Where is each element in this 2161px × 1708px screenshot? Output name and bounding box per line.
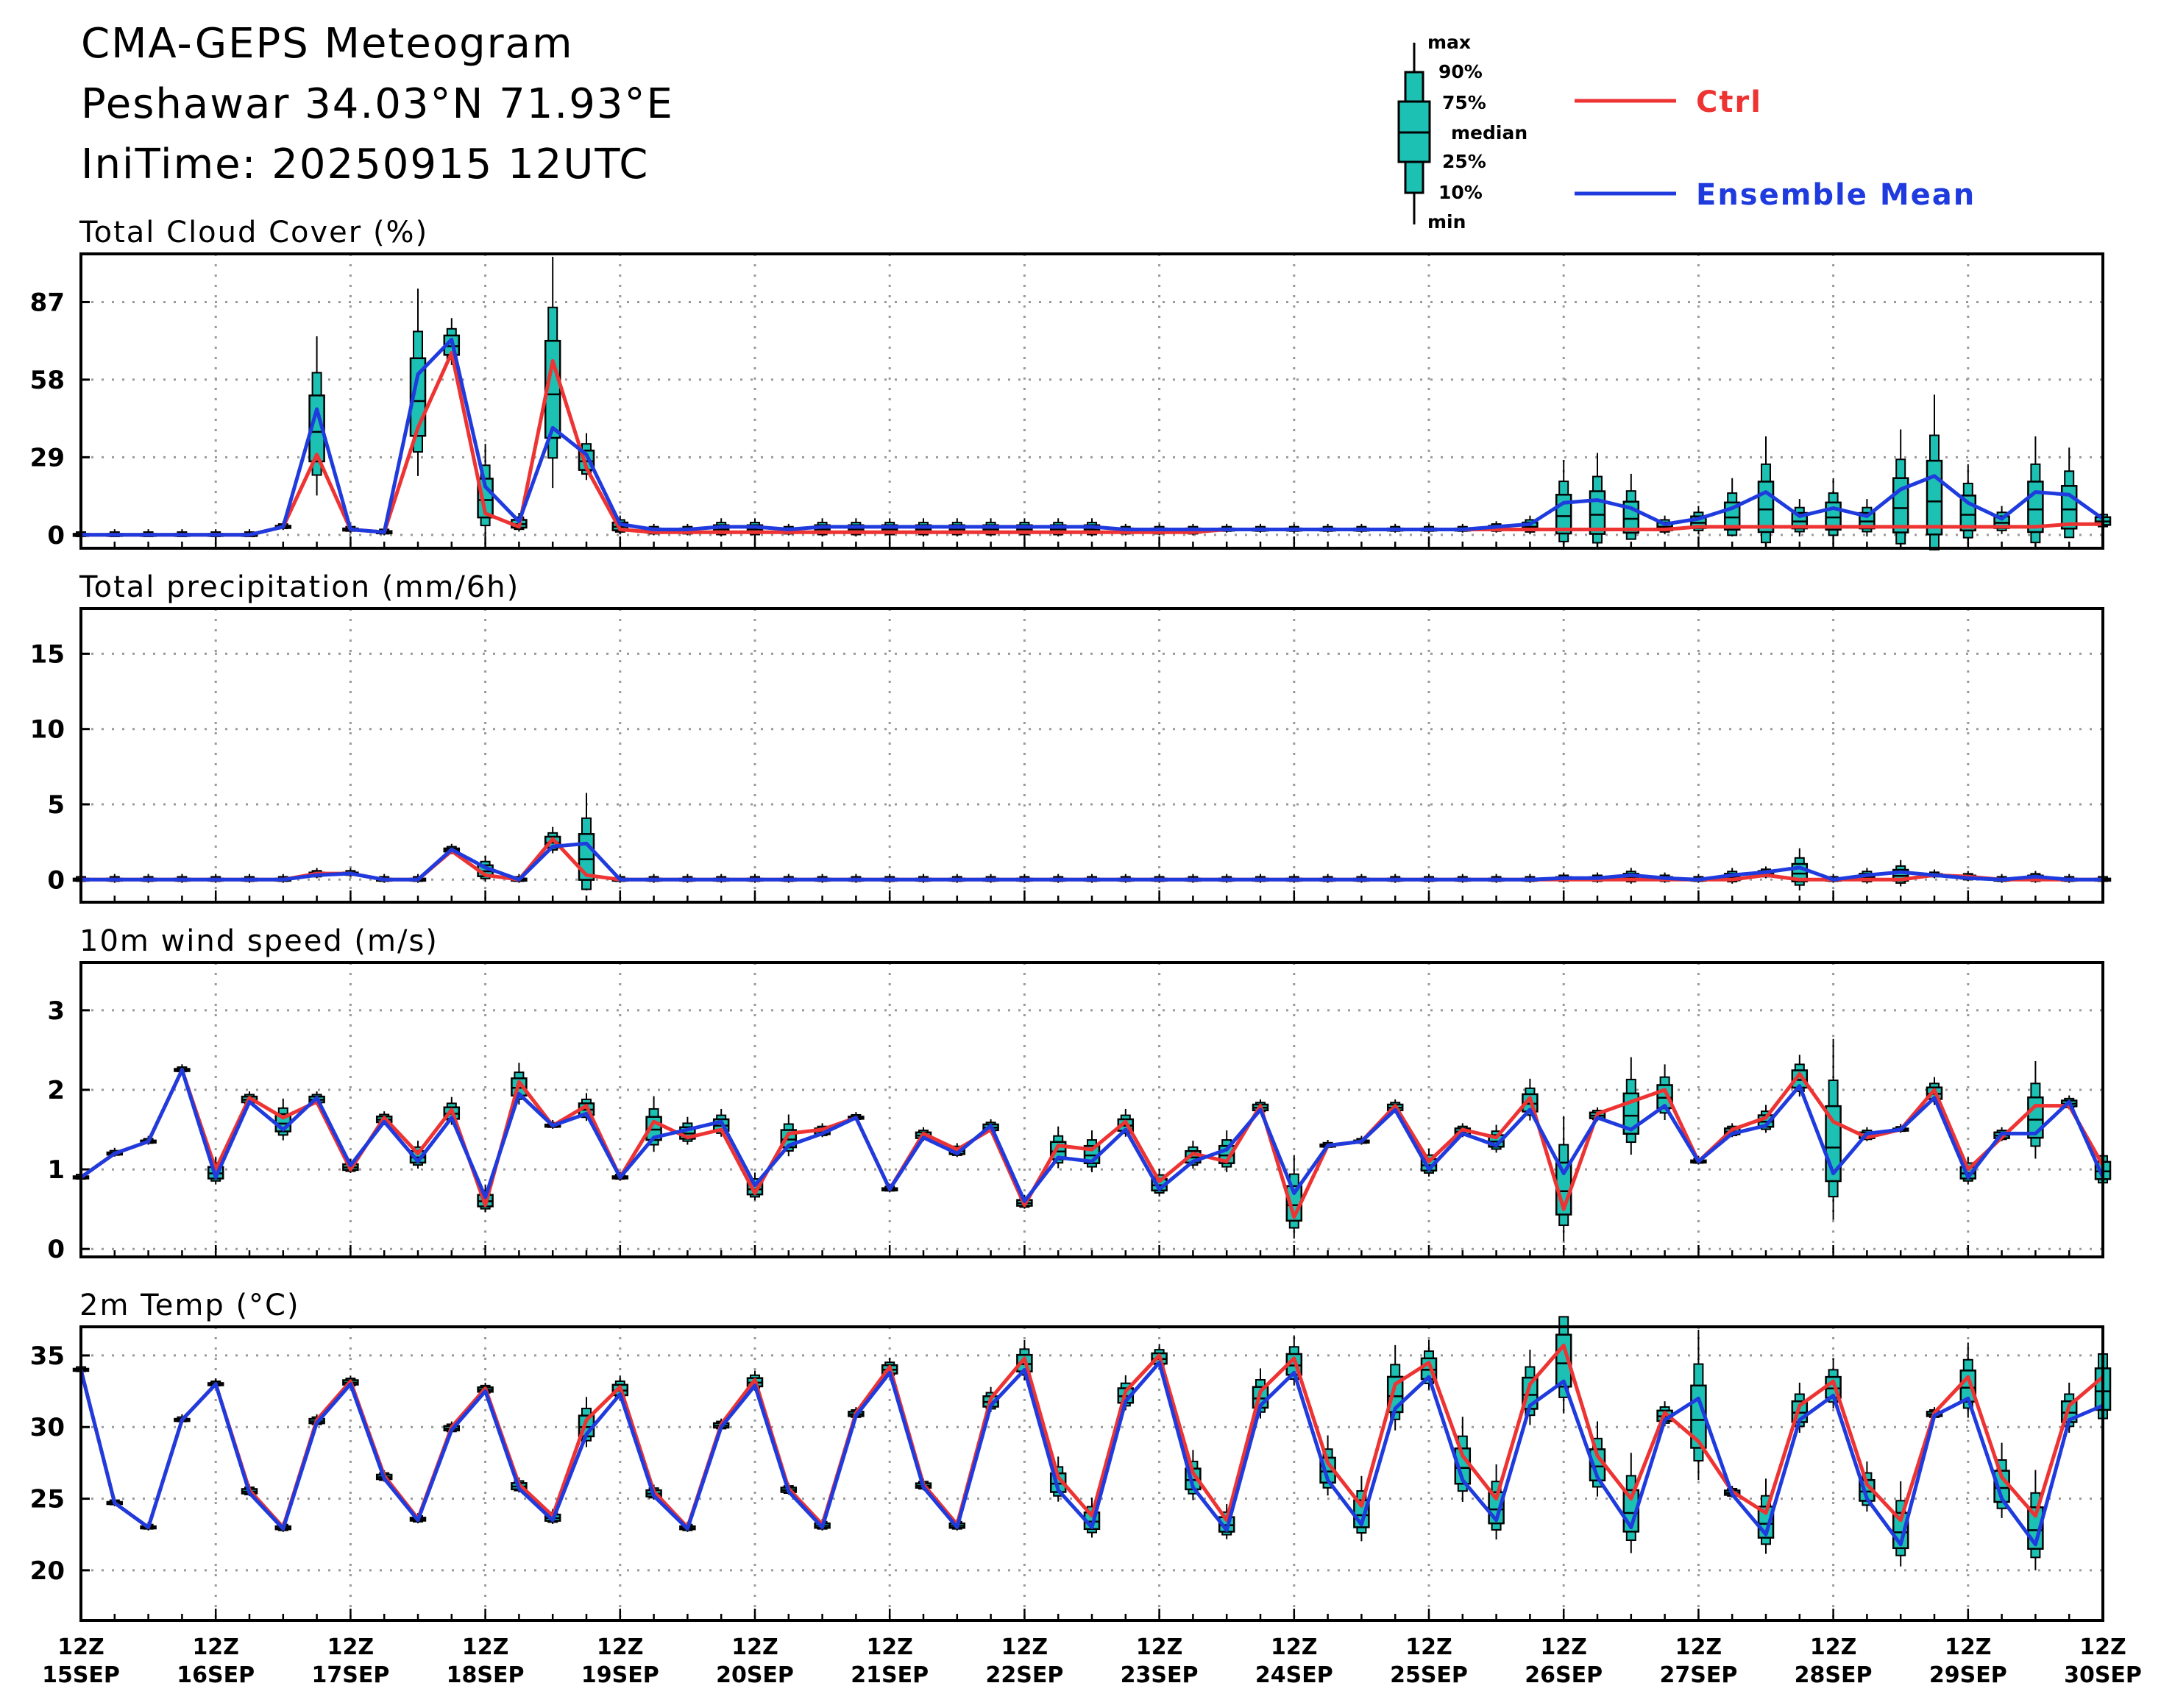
legend-max-label: max bbox=[1427, 32, 1471, 53]
legend-p75-label: 75% bbox=[1442, 92, 1486, 113]
y-tick-label: 0 bbox=[47, 865, 65, 895]
y-tick-label: 87 bbox=[30, 288, 65, 317]
y-tick-label: 30 bbox=[30, 1413, 65, 1442]
ensemble-mean-series-line bbox=[79, 1068, 2105, 1203]
x-tick-label-time: 12Z bbox=[192, 1634, 239, 1660]
panel-frame bbox=[79, 607, 2104, 904]
panel-precipitation: Total precipitation (mm/6h) 0 5 10 15 bbox=[30, 570, 2112, 904]
x-tick-label-time: 12Z bbox=[1675, 1634, 1722, 1660]
x-tick-label-time: 12Z bbox=[1810, 1634, 1857, 1660]
y-tick-label: 0 bbox=[47, 521, 65, 550]
ensemble-box bbox=[1825, 1038, 1842, 1220]
x-tick-label-date: 24SEP bbox=[1255, 1662, 1333, 1688]
ensemble-box bbox=[1555, 1116, 1572, 1241]
init-time-label: IniTime: 20250915 12UTC bbox=[81, 141, 649, 188]
x-tick-label-date: 25SEP bbox=[1390, 1662, 1468, 1688]
time-axis-labels: 12Z15SEP12Z16SEP12Z17SEP12Z18SEP12Z19SEP… bbox=[42, 1634, 2142, 1688]
ensemble-mean-series-line bbox=[79, 1361, 2104, 1547]
panel-title: 10m wind speed (m/s) bbox=[79, 924, 439, 958]
y-tick-label: 2 bbox=[47, 1076, 65, 1105]
ensemble-box bbox=[1791, 1055, 1809, 1097]
ensemble-box bbox=[544, 257, 561, 489]
y-tick-label: 20 bbox=[30, 1556, 65, 1586]
ensemble-box bbox=[1690, 1329, 1707, 1481]
legend-p25-label: 25% bbox=[1442, 151, 1486, 172]
x-tick-label-date: 19SEP bbox=[581, 1662, 659, 1688]
y-tick-label: 10 bbox=[30, 715, 65, 745]
ensemble-box bbox=[1622, 1057, 1640, 1155]
panel-title: Total precipitation (mm/6h) bbox=[79, 570, 519, 604]
y-tick-label: 58 bbox=[30, 366, 65, 395]
legend-box-symbol bbox=[1397, 43, 1431, 224]
legend-min-label: min bbox=[1427, 211, 1466, 233]
x-tick-label-time: 12Z bbox=[597, 1634, 644, 1660]
panel-title: 2m Temp (°C) bbox=[79, 1289, 300, 1322]
x-tick-label-date: 23SEP bbox=[1121, 1662, 1199, 1688]
x-tick-label-date: 15SEP bbox=[42, 1662, 120, 1688]
x-tick-label-date: 30SEP bbox=[2064, 1662, 2142, 1688]
ctrl-series-line bbox=[81, 351, 2103, 537]
location-label: Peshawar 34.03°N 71.93°E bbox=[81, 80, 674, 128]
x-tick-label-time: 12Z bbox=[731, 1634, 778, 1660]
legend-median-label: median bbox=[1451, 122, 1527, 143]
y-tick-label: 3 bbox=[47, 996, 65, 1026]
y-tick-label: 15 bbox=[30, 639, 65, 669]
ensemble-box bbox=[1555, 460, 1572, 542]
x-tick-label-time: 12Z bbox=[1001, 1634, 1048, 1660]
y-tick-label: 35 bbox=[30, 1342, 65, 1371]
ensemble-box bbox=[2027, 436, 2044, 544]
ensemble-box bbox=[1622, 1453, 1640, 1553]
x-tick-label-time: 12Z bbox=[2079, 1634, 2126, 1660]
panel-title: Total Cloud Cover (%) bbox=[79, 216, 428, 249]
y-tick-label: 5 bbox=[47, 790, 65, 820]
x-tick-label-date: 29SEP bbox=[1929, 1662, 2007, 1688]
x-tick-label-time: 12Z bbox=[57, 1634, 104, 1660]
panel-frame bbox=[79, 961, 2104, 1258]
x-tick-label-date: 16SEP bbox=[177, 1662, 255, 1688]
x-tick-label-time: 12Z bbox=[1136, 1634, 1183, 1660]
x-tick-label-time: 12Z bbox=[1945, 1634, 1992, 1660]
x-tick-label-date: 20SEP bbox=[716, 1662, 794, 1688]
ensemble-mean-series-line bbox=[81, 337, 2104, 537]
y-tick-label: 1 bbox=[47, 1155, 65, 1185]
legend-p90-label: 90% bbox=[1438, 61, 1483, 82]
panel-wind-speed: 10m wind speed (m/s) 0 1 2 3 bbox=[47, 924, 2112, 1264]
legend-p10-label: 10% bbox=[1438, 182, 1483, 203]
x-tick-label-date: 26SEP bbox=[1525, 1662, 1603, 1688]
panel-frame bbox=[79, 252, 2104, 550]
panel-cloud-cover: Total Cloud Cover (%) 0 29 58 87 bbox=[30, 216, 2112, 551]
panel-frame bbox=[79, 1325, 2104, 1622]
y-tick-label: 25 bbox=[30, 1485, 65, 1514]
legend-ctrl-label: Ctrl bbox=[1696, 85, 1762, 119]
x-tick-label-date: 28SEP bbox=[1795, 1662, 1873, 1688]
ensemble-mean-series-line bbox=[81, 841, 2103, 882]
x-tick-label-date: 21SEP bbox=[851, 1662, 929, 1688]
x-tick-label-date: 22SEP bbox=[985, 1662, 1063, 1688]
legend-mean-label: Ensemble Mean bbox=[1696, 178, 1976, 212]
x-tick-label-time: 12Z bbox=[866, 1634, 913, 1660]
ensemble-box bbox=[308, 336, 325, 496]
x-tick-label-time: 12Z bbox=[1271, 1634, 1318, 1660]
x-tick-label-time: 12Z bbox=[462, 1634, 509, 1660]
x-tick-label-time: 12Z bbox=[327, 1634, 375, 1660]
x-tick-label-time: 12Z bbox=[1405, 1634, 1452, 1660]
ctrl-series-line bbox=[79, 1068, 2105, 1219]
y-tick-label: 29 bbox=[30, 443, 65, 472]
x-tick-label-date: 18SEP bbox=[447, 1662, 525, 1688]
x-tick-label-date: 17SEP bbox=[311, 1662, 389, 1688]
x-tick-label-date: 27SEP bbox=[1659, 1662, 1737, 1688]
y-tick-label: 0 bbox=[47, 1235, 65, 1264]
chart-title: CMA-GEPS Meteogram bbox=[81, 20, 574, 68]
x-tick-label-time: 12Z bbox=[1540, 1634, 1587, 1660]
panel-temperature: 2m Temp (°C) 20 25 30 35 bbox=[30, 1289, 2112, 1622]
